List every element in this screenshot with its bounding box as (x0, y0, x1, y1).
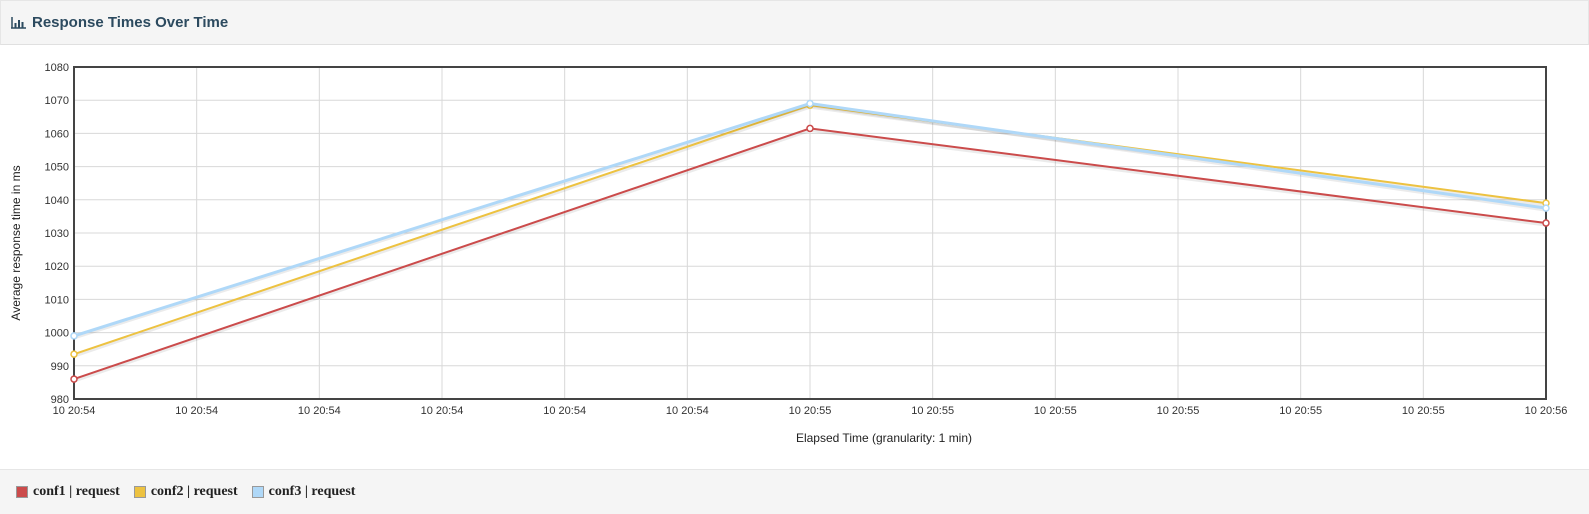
y-tick-label: 1050 (45, 162, 69, 174)
response-time-chart: 980 990 1000 1010 1020 1030 1040 1050 1060 1070 10… (9, 62, 1568, 445)
x-tick-label: 10 20:54 (666, 405, 709, 417)
plot-border (73, 66, 1547, 400)
x-tick-label: 10 20:54 (543, 405, 586, 417)
y-tick-label: 1080 (45, 62, 69, 74)
legend-item-conf1[interactable]: conf1 | request (16, 484, 120, 500)
x-tick-label: 10 20:54 (175, 405, 218, 417)
y-tick-label: 1020 (45, 261, 69, 273)
y-tick-label: 1070 (45, 95, 69, 107)
x-tick-label: 10 20:55 (789, 405, 832, 417)
x-axis-label: Elapsed Time (granularity: 1 min) (796, 431, 972, 445)
bar-chart-icon (11, 16, 26, 29)
y-axis-label: Average response time in ms (9, 165, 23, 320)
legend-label: conf1 | request (33, 484, 120, 499)
data-point (70, 375, 78, 383)
y-tick-label: 1030 (45, 228, 69, 240)
data-point (70, 350, 78, 358)
y-tick-label: 1000 (45, 328, 69, 340)
x-tick-label: 10 20:54 (298, 405, 341, 417)
x-tick-label: 10 20:55 (1034, 405, 1077, 417)
data-point (806, 99, 814, 108)
legend: conf1 | request conf2 | request conf3 | … (0, 469, 1589, 514)
panel-title: Response Times Over Time (32, 14, 229, 31)
panel-header: Response Times Over Time (0, 0, 1589, 45)
data-point (1542, 204, 1550, 212)
legend-swatch (133, 486, 146, 498)
x-tick-label: 10 20:54 (421, 405, 464, 417)
y-tick-label: 980 (51, 394, 69, 406)
legend-item-conf2[interactable]: conf2 | request (133, 484, 238, 500)
y-tick-label: 1060 (45, 128, 69, 140)
legend-label: conf3 | request (268, 484, 356, 499)
y-tick-label: 1040 (45, 195, 69, 207)
x-tick-label: 10 20:55 (1402, 405, 1445, 417)
data-point (70, 332, 78, 340)
legend-swatch (16, 486, 28, 498)
legend-swatch (251, 486, 264, 498)
x-tick-label: 10 20:55 (1157, 405, 1200, 417)
y-tick-label: 1010 (45, 294, 69, 306)
x-tick-label: 10 20:54 (53, 405, 96, 417)
data-point (806, 124, 814, 133)
y-tick-label: 990 (51, 361, 69, 373)
legend-item-conf3[interactable]: conf3 | request (251, 484, 356, 500)
x-tick-label: 10 20:56 (1525, 405, 1568, 417)
legend-label: conf2 | request (150, 484, 238, 499)
x-tick-label: 10 20:55 (911, 405, 954, 417)
data-point (1542, 219, 1550, 227)
x-tick-label: 10 20:55 (1279, 405, 1322, 417)
